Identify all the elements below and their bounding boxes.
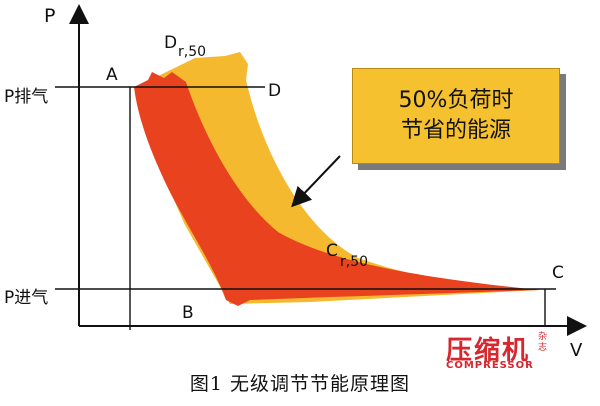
callout-line-2: 节省的能源 [400, 118, 511, 143]
point-c-partial-subscript: r,50 [340, 254, 368, 270]
suction-pressure-label: P进气 [4, 288, 48, 308]
point-c-partial-label: C [326, 241, 338, 261]
y-axis-label: P [44, 5, 55, 27]
figure-caption: 图1 无级调节节能原理图 [189, 373, 411, 395]
energy-saving-callout: 50%负荷时 节省的能源 [352, 68, 560, 164]
discharge-pressure-label: P排气 [4, 87, 48, 107]
point-d-partial-label: D [164, 33, 177, 53]
magazine-logo: 压缩机 杂志 COMPRESSOR [446, 330, 558, 374]
callout-line-1: 50%负荷时 [398, 88, 514, 113]
point-d-label: D [268, 81, 281, 101]
logo-side-text: 杂志 [538, 332, 548, 353]
point-d-partial-subscript: r,50 [178, 44, 206, 60]
point-b-label: B [182, 303, 194, 323]
x-axis-label: V [570, 340, 583, 361]
partial-load-area [134, 72, 540, 306]
point-a-label: A [106, 65, 118, 85]
point-c-label: C [552, 263, 564, 283]
callout-arrow [291, 155, 341, 208]
logo-sub-text: COMPRESSOR [446, 360, 534, 371]
logo-main-text: 压缩机 [446, 336, 531, 366]
